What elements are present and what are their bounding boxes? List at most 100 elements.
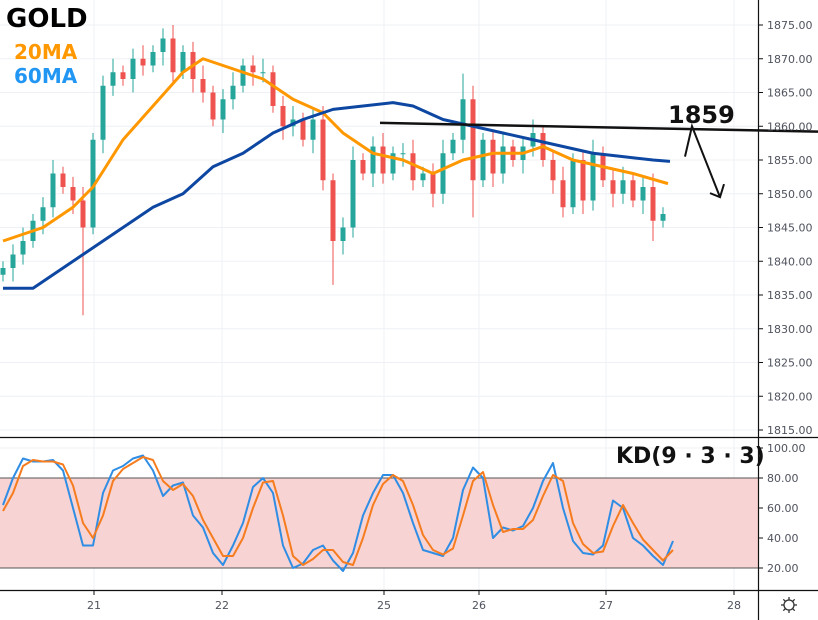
candle-up [400,153,406,155]
candle-up [160,38,166,52]
candle-down [280,106,286,127]
candle-down [140,58,146,66]
candle-up [230,85,236,100]
20ma-line [2,57,669,243]
symbol-label: GOLD [6,4,88,34]
kd-y-tick-label: 60.00 [767,502,799,515]
candle-up [150,52,156,66]
candle-up [390,153,396,174]
candle-down [330,180,336,241]
x-tick-label: 26 [472,599,486,612]
candles [0,25,666,316]
y-tick-label: 1860.00 [767,120,813,133]
arrow-head [709,183,725,199]
candle-up [350,160,356,228]
candle-up [10,254,16,268]
kd-y-tick-label: 40.00 [767,532,799,545]
candle-up [260,72,266,74]
y-tick-label: 1850.00 [767,188,813,201]
candle-down [270,72,276,106]
candle-up [370,146,376,174]
candle-up [310,119,316,140]
candle-down [70,187,76,201]
candle-down [170,38,176,73]
y-tick-label: 1835.00 [767,289,813,302]
kd-y-tick-label: 20.00 [767,562,799,575]
candle-up [450,139,456,154]
forecast-arrow [684,122,721,198]
kd-indicator-label: KD(9 · 3 · 3) [616,444,765,469]
candle-up [110,72,116,86]
y-tick-label: 1840.00 [767,255,813,268]
candle-up [100,85,106,140]
drawings[interactable] [379,121,818,199]
candle-down [650,187,656,221]
candle-up [180,52,186,73]
candle-up [640,187,646,201]
candle-up [590,153,596,201]
candle-up [420,173,426,181]
candle-down [430,173,436,194]
candle-up [220,99,226,120]
candle-down [560,180,566,208]
x-tick-label: 27 [599,599,613,612]
candle-down [250,65,256,73]
y-tick-label: 1820.00 [767,390,813,403]
kd-lines [2,454,674,572]
candle-up [40,207,46,221]
candle-up [340,227,346,241]
d-line [2,456,674,566]
y-tick-label: 1870.00 [767,53,813,66]
y-tick-label: 1830.00 [767,323,813,336]
kd-y-tick-label: 100.00 [767,442,806,455]
candle-down [490,139,496,174]
candle-up [50,173,56,208]
candle-down [410,153,416,181]
candle-up [130,58,136,79]
price-annotation: 1859 [668,101,735,129]
y-tick-label: 1855.00 [767,154,813,167]
candle-up [570,160,576,208]
x-tick-label: 22 [215,599,229,612]
ma60-legend: 60MA [14,64,78,88]
candle-down [200,79,206,93]
candle-down [300,119,306,140]
candle-up [660,214,666,221]
y-tick-label: 1875.00 [767,19,813,32]
candle-down [360,160,366,174]
candle-down [630,180,636,201]
x-tick-label: 25 [377,599,391,612]
candle-up [90,139,96,228]
candle-down [320,119,326,181]
candle-up [0,268,6,275]
indicator-lines [2,57,671,290]
candle-down [550,160,556,181]
candle-up [20,241,26,255]
y-tick-label: 1825.00 [767,357,813,370]
x-tick-label: 28 [727,599,741,612]
candle-down [60,173,66,187]
trendline [379,121,818,133]
candle-down [380,146,386,174]
candle-down [470,99,476,181]
60ma-line [3,101,671,290]
y-tick-label: 1865.00 [767,87,813,100]
candle-down [210,92,216,120]
candle-down [120,72,126,79]
x-tick-label: 21 [87,599,101,612]
candle-up [480,139,486,181]
candle-down [80,200,86,228]
gear-icon[interactable] [781,597,797,613]
candle-up [460,99,466,140]
candle-up [440,153,446,194]
candle-up [240,65,246,86]
ma20-legend: 20MA [14,40,78,64]
candle-up [620,180,626,194]
y-tick-label: 1845.00 [767,222,813,235]
k-line [2,454,674,572]
y-tick-label: 1815.00 [767,424,813,437]
kd-y-tick-label: 80.00 [767,472,799,485]
candle-up [500,146,506,174]
